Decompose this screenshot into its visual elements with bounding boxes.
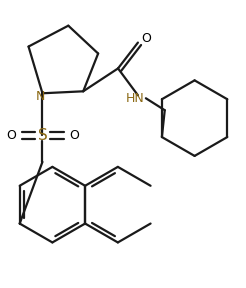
Text: N: N	[36, 90, 45, 103]
Text: S: S	[38, 128, 47, 143]
Text: O: O	[7, 128, 16, 141]
Text: O: O	[141, 32, 151, 45]
Text: HN: HN	[125, 92, 144, 105]
Text: O: O	[69, 128, 79, 141]
